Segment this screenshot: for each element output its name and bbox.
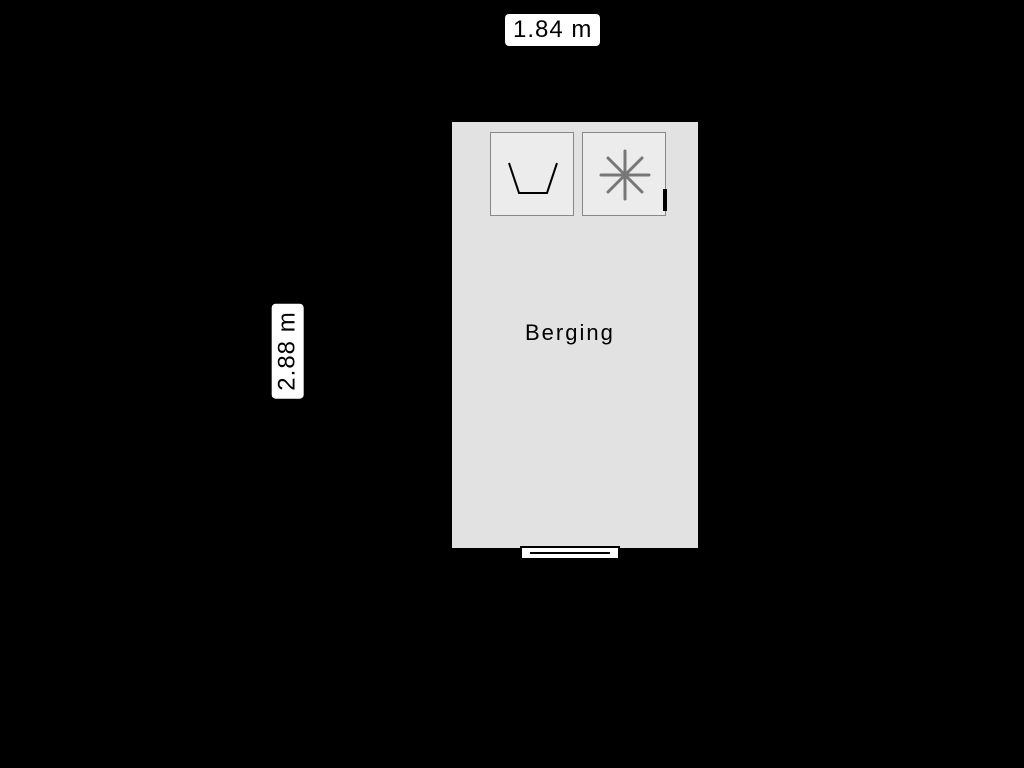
appliance-washer xyxy=(490,132,574,216)
dimension-height-label: 2.88 m xyxy=(272,303,304,398)
appliance-dryer-tab xyxy=(663,189,667,211)
wash-basin-icon xyxy=(491,133,575,217)
appliance-dryer xyxy=(582,132,666,216)
dimension-width-label: 1.84 m xyxy=(505,14,600,46)
door-threshold xyxy=(520,546,620,560)
asterisk-icon xyxy=(583,133,667,217)
room-label: Berging xyxy=(525,320,615,346)
floorplan-canvas: 1.84 m 2.88 m Berging xyxy=(0,0,1024,768)
door-threshold-line xyxy=(530,552,610,554)
